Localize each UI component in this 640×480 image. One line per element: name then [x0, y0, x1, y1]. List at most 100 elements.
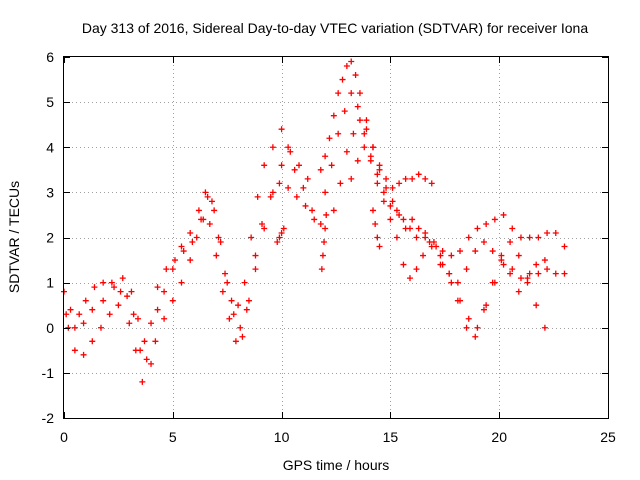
data-point: [348, 175, 355, 182]
data-point: [354, 103, 361, 110]
data-point: [134, 315, 141, 322]
data-point: [544, 266, 551, 273]
x-axis-label: GPS time / hours: [283, 457, 390, 473]
data-point: [304, 175, 311, 182]
x-axis-tick-labels: 0 5 10 15 20 25: [60, 429, 616, 445]
data-point: [91, 284, 98, 291]
data-point: [232, 338, 239, 345]
data-point: [541, 257, 548, 264]
data-point: [106, 311, 113, 318]
data-point: [515, 288, 522, 295]
data-point: [245, 297, 252, 304]
data-point: [317, 166, 324, 173]
data-point: [454, 279, 461, 286]
data-point: [322, 189, 329, 196]
data-point: [406, 225, 413, 232]
data-point: [317, 220, 324, 227]
data-point: [498, 257, 505, 264]
data-point: [480, 239, 487, 246]
data-point: [80, 351, 87, 358]
data-point: [319, 252, 326, 259]
data-point: [339, 76, 346, 83]
data-point: [130, 311, 137, 318]
data-point: [507, 270, 514, 277]
data-point: [254, 193, 261, 200]
x-tick-label: 10: [274, 429, 290, 445]
data-point: [226, 315, 233, 322]
data-point: [396, 180, 403, 187]
data-point: [117, 288, 124, 295]
data-point: [302, 202, 309, 209]
y-tick-label: 4: [46, 139, 54, 155]
data-point: [383, 184, 390, 191]
data-point: [350, 130, 357, 137]
data-point: [119, 275, 126, 282]
data-point: [409, 216, 416, 223]
data-point: [561, 270, 568, 277]
data-point: [457, 248, 464, 255]
data-point: [189, 239, 196, 246]
data-point: [415, 225, 422, 232]
data-point: [71, 347, 78, 354]
data-point: [252, 252, 259, 259]
data-point: [154, 284, 161, 291]
data-point: [376, 166, 383, 173]
data-point: [400, 261, 407, 268]
data-point: [380, 189, 387, 196]
data-point: [541, 324, 548, 331]
data-point: [261, 162, 268, 169]
data-point: [328, 162, 335, 169]
series-track-2: [65, 180, 318, 363]
data-point: [111, 284, 118, 291]
y-axis-label: SDTVAR / TECUs: [6, 181, 22, 293]
data-point: [437, 252, 444, 259]
data-point: [348, 58, 355, 65]
data-point: [337, 180, 344, 187]
data-point: [448, 252, 455, 259]
data-point: [526, 270, 533, 277]
data-point: [552, 270, 559, 277]
series-track-10: [318, 211, 330, 273]
data-point: [278, 162, 285, 169]
data-point: [507, 239, 514, 246]
data-point: [400, 216, 407, 223]
data-point: [387, 202, 394, 209]
data-point: [230, 311, 237, 318]
data-point: [544, 229, 551, 236]
data-point: [509, 266, 516, 273]
data-point: [374, 171, 381, 178]
data-point: [280, 225, 287, 232]
data-point: [430, 239, 437, 246]
data-point: [393, 234, 400, 241]
data-point: [483, 220, 490, 227]
series-track-11: [369, 207, 383, 250]
data-point: [363, 126, 370, 133]
data-point: [335, 90, 342, 97]
data-point: [343, 63, 350, 70]
data-point: [169, 297, 176, 304]
data-point: [63, 311, 70, 318]
data-point: [500, 261, 507, 268]
data-point: [515, 252, 522, 259]
series-track-1: [61, 126, 324, 385]
data-point: [126, 320, 133, 327]
data-point: [222, 270, 229, 277]
data-point: [285, 144, 292, 151]
data-point: [187, 257, 194, 264]
data-point: [161, 315, 168, 322]
data-point: [428, 243, 435, 250]
data-point: [217, 239, 224, 246]
series-track-8: [437, 239, 548, 295]
data-point: [311, 216, 318, 223]
data-point: [409, 175, 416, 182]
data-point: [491, 216, 498, 223]
data-point: [363, 117, 370, 124]
data-point: [163, 266, 170, 273]
data-point: [241, 279, 248, 286]
data-point: [374, 180, 381, 187]
data-point: [169, 266, 176, 273]
data-point: [396, 211, 403, 218]
data-point: [369, 207, 376, 214]
data-point: [204, 193, 211, 200]
